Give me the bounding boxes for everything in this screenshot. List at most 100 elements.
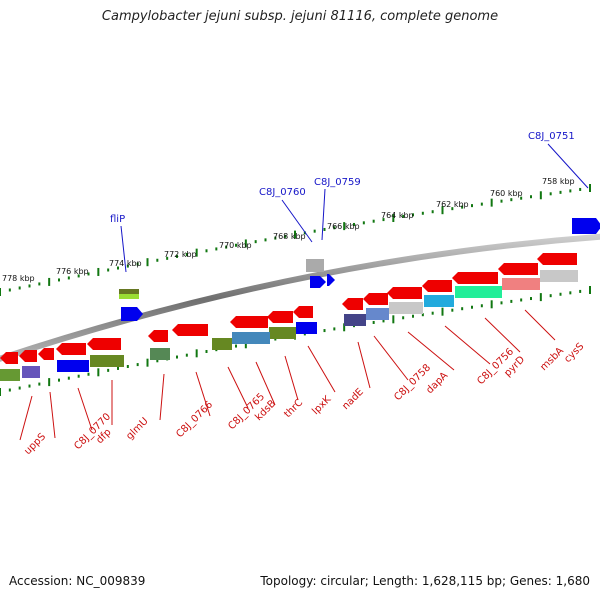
- inner-tick: [539, 293, 542, 302]
- label-connector: [284, 355, 299, 401]
- reverse-cds-arrow: [293, 306, 313, 318]
- reverse-cds-arrow: [56, 343, 86, 355]
- outer-tick: [343, 222, 346, 231]
- inner-tick: [421, 313, 424, 317]
- outer-tick: [8, 288, 11, 292]
- label-connector: [227, 366, 249, 409]
- outer-tick: [530, 195, 532, 199]
- genome-backbone: [0, 233, 600, 362]
- outer-tick: [579, 187, 582, 191]
- feature-block: [90, 355, 124, 367]
- outer-tick: [333, 226, 336, 230]
- outer-tick: [185, 253, 188, 257]
- reverse-cds-arrow: [148, 330, 168, 342]
- label-connector: [524, 309, 556, 341]
- outer-tick: [117, 266, 119, 270]
- outer-tick: [235, 243, 237, 247]
- outer-tick: [372, 219, 375, 223]
- label-connector: [407, 331, 455, 371]
- outer-tick: [451, 207, 454, 211]
- outer-tick: [166, 256, 169, 260]
- inner-tick: [461, 307, 464, 311]
- inner-tick: [48, 378, 51, 387]
- outer-tick: [156, 258, 159, 262]
- outer-tick: [382, 218, 385, 222]
- gene-label-cyss[interactable]: cysS: [562, 341, 586, 365]
- inner-tick: [480, 304, 483, 308]
- outer-tick: [97, 267, 100, 276]
- feature-block: [306, 259, 324, 272]
- tick-label-778: 778 kbp: [2, 274, 35, 283]
- inner-tick: [471, 305, 473, 309]
- outer-tick: [549, 192, 552, 196]
- forward-cds-arrow: [572, 218, 600, 234]
- tick-label-760: 760 kbp: [490, 189, 523, 198]
- outer-tick: [559, 190, 562, 194]
- feature-block: [296, 322, 317, 334]
- label-connector: [255, 361, 276, 406]
- outer-tick: [490, 198, 493, 207]
- inner-tick: [8, 388, 11, 392]
- tick-label-764: 764 kbp: [381, 211, 414, 220]
- outer-tick: [520, 196, 523, 200]
- label-connector: [373, 335, 409, 381]
- inner-tick: [97, 368, 100, 377]
- inner-scale-ticks: [0, 286, 591, 396]
- outer-tick: [353, 222, 355, 226]
- outer-tick: [67, 276, 70, 280]
- label-connector: [321, 188, 326, 241]
- gene-label-flip[interactable]: fliP: [110, 214, 125, 225]
- inner-tick: [333, 327, 336, 331]
- inner-tick: [520, 298, 523, 302]
- gene-label-upps[interactable]: uppS: [22, 431, 48, 457]
- outer-tick: [294, 230, 296, 239]
- inner-tick: [67, 376, 70, 380]
- tick-label-770: 770 kbp: [219, 241, 252, 250]
- outer-tick: [480, 202, 483, 206]
- outer-tick: [362, 221, 365, 225]
- outer-tick: [225, 245, 228, 249]
- gene-track: [0, 218, 600, 381]
- gene-label-c8j-0766[interactable]: C8J_0766: [174, 399, 215, 440]
- reverse-cds-arrow: [342, 298, 363, 310]
- gene-label-c8j-0751[interactable]: C8J_0751: [528, 131, 575, 142]
- gene-label-msba[interactable]: msbA: [538, 345, 566, 373]
- outer-tick: [323, 227, 326, 231]
- gene-label-c8j-0760[interactable]: C8J_0760: [259, 187, 306, 198]
- outer-tick: [254, 240, 257, 244]
- feature-block: [455, 286, 502, 298]
- outer-tick: [392, 213, 395, 222]
- outer-tick: [441, 206, 444, 215]
- map-title: Campylobacter jejuni subsp. jejuni 81116…: [101, 9, 499, 24]
- gene-label-lpxk[interactable]: lpxK: [310, 394, 333, 417]
- feature-block: [502, 278, 540, 290]
- inner-tick: [589, 286, 591, 294]
- outer-tick: [215, 247, 218, 251]
- feature-block: [212, 338, 232, 350]
- inner-tick: [117, 366, 119, 370]
- outer-tick: [28, 284, 31, 288]
- tick-label-762: 762 kbp: [436, 200, 469, 209]
- label-connectors: [19, 143, 589, 441]
- gene-label-glmu[interactable]: glmU: [124, 416, 150, 442]
- genome-summary: Topology: circular; Length: 1,628,115 bp…: [260, 574, 590, 588]
- inner-tick: [579, 289, 582, 293]
- outer-tick: [58, 278, 60, 282]
- feature-block: [540, 270, 578, 282]
- outer-tick: [421, 211, 424, 215]
- outer-tick: [569, 189, 572, 193]
- gene-label-nade[interactable]: nadE: [340, 387, 366, 413]
- tick-label-768: 768 kbp: [273, 232, 306, 241]
- reverse-cds-arrow: [422, 280, 452, 292]
- inner-tick: [185, 353, 188, 357]
- reverse-cds-arrow: [267, 311, 293, 323]
- gene-label-thrc[interactable]: thrC: [282, 397, 305, 420]
- inner-tick: [569, 291, 572, 295]
- gene-label-c8j-0759[interactable]: C8J_0759: [314, 177, 361, 188]
- inner-tick: [136, 363, 139, 367]
- label-connector: [444, 325, 491, 365]
- outer-tick: [0, 288, 1, 296]
- reverse-cds-arrow: [363, 293, 388, 305]
- outer-tick: [38, 282, 41, 286]
- outer-tick: [264, 238, 267, 242]
